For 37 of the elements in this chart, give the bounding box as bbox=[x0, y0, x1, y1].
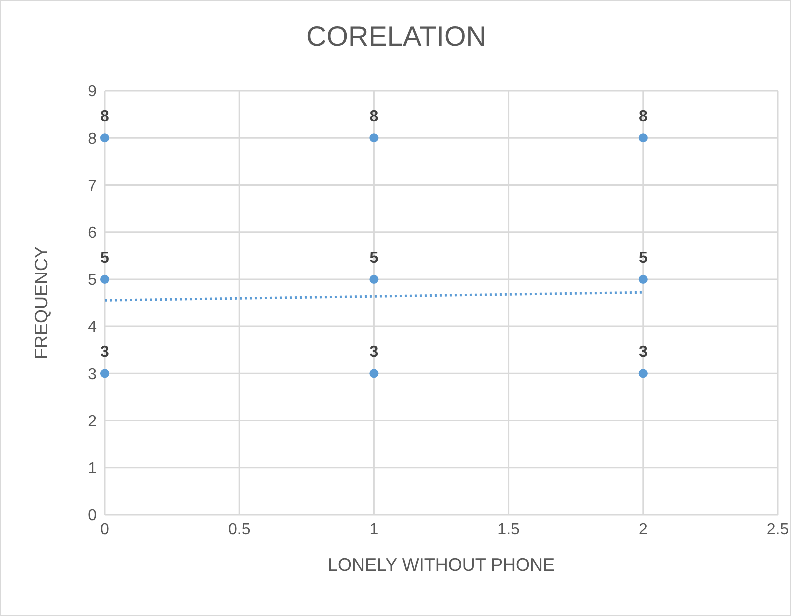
data-label: 3 bbox=[100, 344, 110, 362]
point bbox=[100, 369, 110, 378]
y-tick-label: 9 bbox=[88, 84, 98, 101]
data-label: 3 bbox=[638, 344, 648, 362]
point bbox=[100, 134, 110, 143]
data-label: 8 bbox=[100, 108, 110, 126]
point bbox=[370, 134, 379, 143]
x-tick-label: 0 bbox=[100, 521, 110, 538]
data-label: 5 bbox=[638, 250, 648, 267]
data-label: 5 bbox=[100, 250, 110, 267]
data-label: 5 bbox=[370, 250, 379, 267]
x-tick-label: 1.5 bbox=[498, 521, 520, 538]
y-tick-label: 3 bbox=[88, 366, 98, 384]
point bbox=[638, 134, 648, 143]
data-label: 8 bbox=[638, 108, 648, 126]
y-tick-label: 7 bbox=[88, 178, 98, 195]
chart-title: CORELATION bbox=[306, 21, 488, 53]
y-tick-label: 8 bbox=[88, 130, 98, 148]
x-axis-title: LONELY WITHOUT PHONE bbox=[328, 555, 556, 575]
point bbox=[638, 369, 648, 378]
y-tick-label: 6 bbox=[88, 225, 98, 242]
y-tick-label: 4 bbox=[88, 319, 98, 336]
point bbox=[370, 274, 379, 284]
point bbox=[638, 274, 648, 284]
data-label: 3 bbox=[370, 344, 379, 362]
y-tick-label: 0 bbox=[88, 508, 98, 525]
y-tick-label: 5 bbox=[88, 272, 98, 290]
x-tick-label: 0.5 bbox=[228, 521, 251, 538]
data-label: 8 bbox=[370, 108, 379, 126]
point bbox=[100, 274, 110, 284]
x-tick-label: 1 bbox=[370, 521, 379, 538]
x-tick-label: 2 bbox=[638, 521, 648, 538]
y-tick-label: 2 bbox=[88, 413, 98, 430]
x-tick-label: 2.5 bbox=[766, 521, 790, 538]
y-axis-title: FREQUENCY bbox=[31, 246, 52, 360]
point bbox=[370, 369, 379, 378]
y-tick-label: 1 bbox=[88, 460, 98, 478]
